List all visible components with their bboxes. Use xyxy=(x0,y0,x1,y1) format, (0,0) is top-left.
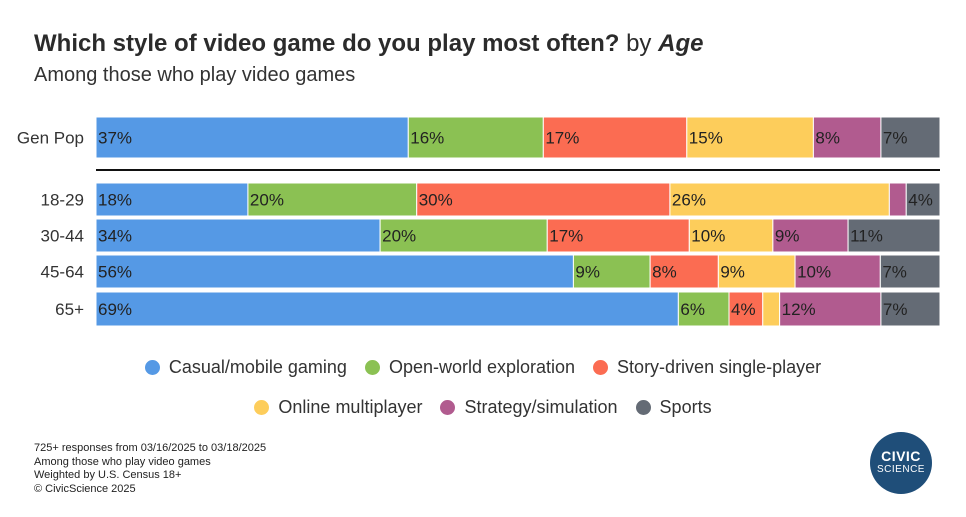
bar-casual-mobile-gaming-18-29 xyxy=(95,182,249,217)
chart-subtitle: Among those who play video games xyxy=(34,64,356,86)
data-label-story-driven-single-player-gen-pop: 17% xyxy=(545,129,579,148)
category-label-45-64: 45-64 xyxy=(41,263,84,282)
data-label-casual-mobile-gaming-18-29: 18% xyxy=(98,191,132,210)
data-label-casual-mobile-gaming-65: 69% xyxy=(98,300,132,319)
bar-sports-45-64 xyxy=(879,254,941,289)
legend-item-strategy-simulation: Strategy/simulation xyxy=(440,397,618,418)
data-label-strategy-simulation-30-44: 9% xyxy=(775,227,800,246)
legend-item-sports: Sports xyxy=(635,397,712,418)
stacked-bar-chart: Gen Pop 37% 16% 17% 15% 8% 7%18-29 18% 20% 30% 26%… xyxy=(17,116,941,327)
data-label-sports-45-64: 7% xyxy=(882,263,907,282)
data-label-sports-18-29: 4% xyxy=(908,191,933,210)
legend-swatch-online-multiplayer xyxy=(254,400,270,415)
bar-online-multiplayer-18-29 xyxy=(669,182,890,217)
data-label-sports-30-44: 11% xyxy=(850,227,883,246)
data-label-online-multiplayer-30-44: 10% xyxy=(691,227,725,246)
logo-line-1: CIVIC xyxy=(881,448,921,464)
bar-strategy-simulation-18-29 xyxy=(888,182,907,217)
bar-casual-mobile-gaming-65 xyxy=(95,291,679,327)
data-label-story-driven-single-player-30-44: 17% xyxy=(549,227,583,246)
legend-item-online-multiplayer: Online multiplayer xyxy=(254,397,422,418)
bar-story-driven-single-player-18-29 xyxy=(416,182,671,217)
bar-open-world-exploration-gen-pop xyxy=(407,116,544,159)
category-label-30-44: 30-44 xyxy=(41,227,84,246)
footnote-responses: 725+ responses from 03/16/2025 to 03/18/… xyxy=(34,442,267,454)
data-label-story-driven-single-player-65: 4% xyxy=(731,300,756,319)
bar-open-world-exploration-30-44 xyxy=(379,218,548,253)
bar-casual-mobile-gaming-30-44 xyxy=(95,218,381,253)
title-question: Which style of video game do you play mo… xyxy=(34,30,620,57)
data-label-open-world-exploration-45-64: 9% xyxy=(575,263,600,282)
bar-story-driven-single-player-65 xyxy=(728,291,764,327)
bar-strategy-simulation-30-44 xyxy=(772,218,849,253)
data-label-online-multiplayer-gen-pop: 15% xyxy=(689,129,723,148)
bar-sports-30-44 xyxy=(847,218,941,253)
legend-swatch-sports xyxy=(635,400,651,415)
bar-open-world-exploration-65 xyxy=(677,291,730,327)
data-label-story-driven-single-player-18-29: 30% xyxy=(419,191,453,210)
data-label-story-driven-single-player-45-64: 8% xyxy=(652,263,677,282)
legend-swatch-strategy-simulation xyxy=(440,400,456,415)
legend-row-2: Online multiplayer Strategy/simulation Spo… xyxy=(0,397,966,418)
legend-label-casual-mobile-gaming: Casual/mobile gaming xyxy=(168,357,347,377)
legend-label-sports: Sports xyxy=(659,397,712,417)
bar-casual-mobile-gaming-45-64 xyxy=(95,254,574,289)
bar-strategy-simulation-65 xyxy=(779,291,882,327)
title-segment: Age xyxy=(658,30,704,57)
chart-title: Which style of video game do you play mo… xyxy=(34,30,703,58)
data-label-strategy-simulation-45-64: 10% xyxy=(797,263,831,282)
footnote-weighting: Weighted by U.S. Census 18+ xyxy=(34,469,182,481)
data-label-open-world-exploration-18-29: 20% xyxy=(250,191,284,210)
bar-open-world-exploration-18-29 xyxy=(247,182,418,217)
data-label-casual-mobile-gaming-30-44: 34% xyxy=(98,227,132,246)
footnote-copyright: © CivicScience 2025 xyxy=(34,482,136,495)
category-label-65: 65+ xyxy=(55,300,84,319)
footnotes: 725+ responses from 03/16/2025 to 03/18/… xyxy=(34,442,266,496)
bar-story-driven-single-player-gen-pop xyxy=(542,116,688,159)
civicscience-logo: CIVIC SCIENCE xyxy=(870,432,932,494)
data-label-open-world-exploration-65: 6% xyxy=(680,300,705,319)
legend-item-casual-mobile-gaming: Casual/mobile gaming xyxy=(144,357,347,378)
data-label-strategy-simulation-gen-pop: 8% xyxy=(815,129,840,148)
data-label-open-world-exploration-gen-pop: 16% xyxy=(410,129,444,148)
logo-line-2: SCIENCE xyxy=(877,464,925,475)
legend-label-online-multiplayer: Online multiplayer xyxy=(278,397,423,417)
legend-row-1: Casual/mobile gaming Open-world explorati… xyxy=(0,357,966,378)
bar-sports-18-29 xyxy=(905,182,941,217)
bar-casual-mobile-gaming-gen-pop xyxy=(95,116,409,159)
bar-strategy-simulation-gen-pop xyxy=(812,116,882,159)
legend-item-story-driven-single-player: Story-driven single-player xyxy=(593,357,821,378)
data-label-strategy-simulation-65: 12% xyxy=(782,300,816,319)
legend-swatch-casual-mobile-gaming xyxy=(144,360,160,375)
footnote-population: Among those who play video games xyxy=(34,455,211,468)
title-by: by xyxy=(626,30,652,57)
data-label-casual-mobile-gaming-45-64: 56% xyxy=(98,263,132,282)
data-label-online-multiplayer-45-64: 9% xyxy=(720,263,745,282)
data-label-sports-65: 7% xyxy=(883,300,908,319)
bar-sports-gen-pop xyxy=(880,116,941,159)
category-label-18-29: 18-29 xyxy=(41,191,84,210)
legend-swatch-story-driven-single-player xyxy=(593,360,609,375)
legend-label-story-driven-single-player: Story-driven single-player xyxy=(617,357,822,377)
bar-online-multiplayer-65 xyxy=(762,291,781,327)
bar-online-multiplayer-30-44 xyxy=(688,218,774,253)
bar-open-world-exploration-45-64 xyxy=(572,254,651,289)
data-label-open-world-exploration-30-44: 20% xyxy=(382,227,416,246)
data-label-online-multiplayer-18-29: 26% xyxy=(672,191,706,210)
legend-label-strategy-simulation: Strategy/simulation xyxy=(464,397,618,417)
bar-sports-65 xyxy=(880,291,941,327)
legend-label-open-world-exploration: Open-world exploration xyxy=(388,357,576,377)
data-label-casual-mobile-gaming-gen-pop: 37% xyxy=(98,129,132,148)
category-label-gen-pop: Gen Pop xyxy=(17,129,84,148)
legend-swatch-open-world-exploration xyxy=(364,360,380,375)
legend-item-open-world-exploration: Open-world exploration xyxy=(364,357,576,378)
data-label-sports-gen-pop: 7% xyxy=(883,129,908,148)
bar-strategy-simulation-45-64 xyxy=(794,254,881,289)
